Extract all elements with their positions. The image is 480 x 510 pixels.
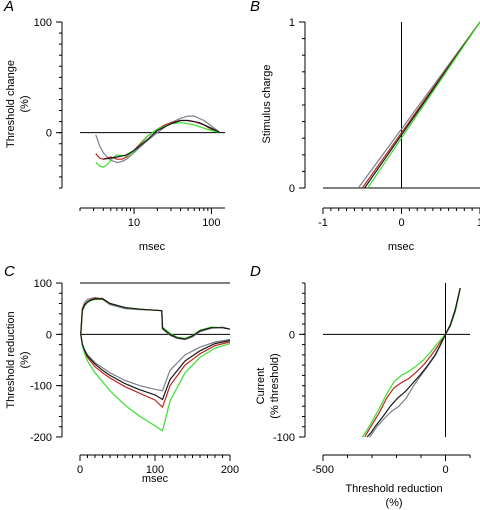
panel-d-series-black-3 — [366, 287, 461, 438]
panel-b-series — [357, 21, 480, 189]
panel-d-axes: -500 0 -100 0 — [273, 282, 471, 476]
panel-b-series-green-3 — [367, 21, 480, 189]
panel-d-ylabel-line2: (% threshold) — [269, 353, 281, 418]
panel-d-label: D — [250, 263, 261, 280]
panel-d-y-tick-label: -100 — [273, 432, 295, 444]
panel-d-series-grey-0 — [369, 287, 461, 438]
panel-b: B -1 0 1 0 1 msec Stimulus charge — [250, 0, 480, 253]
panel-a-x-tick-label: 10 — [128, 217, 140, 229]
panel-c-y-tick-label: 0 — [46, 329, 52, 341]
panel-a-axes: 10 100 0 100 — [34, 17, 225, 229]
panel-c-xlabel: msec — [142, 473, 169, 485]
panel-c: C 0 100 200 -200 -100 0 100 msec Threshold red… — [4, 263, 239, 485]
panel-b-label: B — [250, 0, 260, 15]
panel-d-x-tick-label: -500 — [312, 464, 334, 476]
panel-a-series-green-2 — [95, 122, 221, 168]
panel-c-series-red-1 — [80, 297, 231, 340]
panel-b-axes: -1 0 1 0 1 — [289, 17, 480, 229]
panel-d: D -500 0 -100 0 Threshold reduction (%) Cur… — [250, 263, 471, 509]
panel-a-y-tick-label: 0 — [46, 128, 52, 140]
panel-d-series — [361, 287, 461, 438]
panel-a-x-tick-label: 100 — [202, 217, 220, 229]
panel-b-x-tick-label: -1 — [318, 217, 328, 229]
panel-c-ylabel-line2: (%) — [19, 351, 31, 368]
panel-a-y-tick-label: 100 — [34, 17, 52, 29]
panel-c-label: C — [4, 263, 15, 280]
panel-c-x-tick-label: 0 — [77, 464, 83, 476]
panel-a-xlabel: msec — [139, 241, 166, 253]
panel-b-xlabel: msec — [388, 241, 415, 253]
panel-c-series-black-7 — [80, 334, 231, 401]
panel-b-ylabel: Stimulus charge — [261, 65, 273, 144]
panel-c-series-grey-0 — [80, 296, 231, 341]
panel-b-x-tick-label: 1 — [477, 217, 480, 229]
panel-c-series-red-5 — [80, 334, 231, 408]
panel-b-y-tick-label: 0 — [289, 183, 295, 195]
panel-d-xlabel-line1: Threshold reduction — [345, 483, 442, 495]
panel-c-series — [80, 296, 231, 432]
panel-d-y-tick-label: 0 — [289, 329, 295, 341]
panel-c-series-green-6 — [80, 334, 231, 432]
panel-d-xlabel-line2: (%) — [385, 497, 402, 509]
panel-a-label: A — [3, 0, 14, 15]
panel-c-ylabel-line1: Threshold reduction — [5, 311, 17, 408]
panel-a-ylabel-line1: Threshold change — [5, 60, 17, 148]
panel-d-x-tick-label: 0 — [442, 464, 448, 476]
panel-c-x-tick-label: 100 — [146, 464, 164, 476]
panel-d-ylabel-line1: Current — [255, 368, 267, 405]
panel-a-series-red-1 — [95, 119, 221, 160]
panel-c-y-tick-label: -100 — [30, 381, 52, 393]
panel-c-axes: 0 100 200 -200 -100 0 100 — [30, 278, 239, 476]
panel-a: A 10 100 0 100 msec Threshold change (%) — [3, 0, 225, 253]
panel-c-series-green-2 — [80, 298, 231, 339]
panel-c-x-tick-label: 200 — [221, 464, 239, 476]
panel-b-y-tick-label: 1 — [289, 17, 295, 29]
panel-a-ylabel-line2: (%) — [19, 95, 31, 112]
panel-c-y-tick-label: 100 — [34, 278, 52, 290]
panel-b-x-tick-label: 0 — [398, 217, 404, 229]
panel-c-series-black-3 — [80, 298, 231, 340]
panel-c-y-tick-label: -200 — [30, 432, 52, 444]
panel-a-series-black-3 — [103, 119, 221, 160]
panel-a-series — [95, 115, 221, 168]
